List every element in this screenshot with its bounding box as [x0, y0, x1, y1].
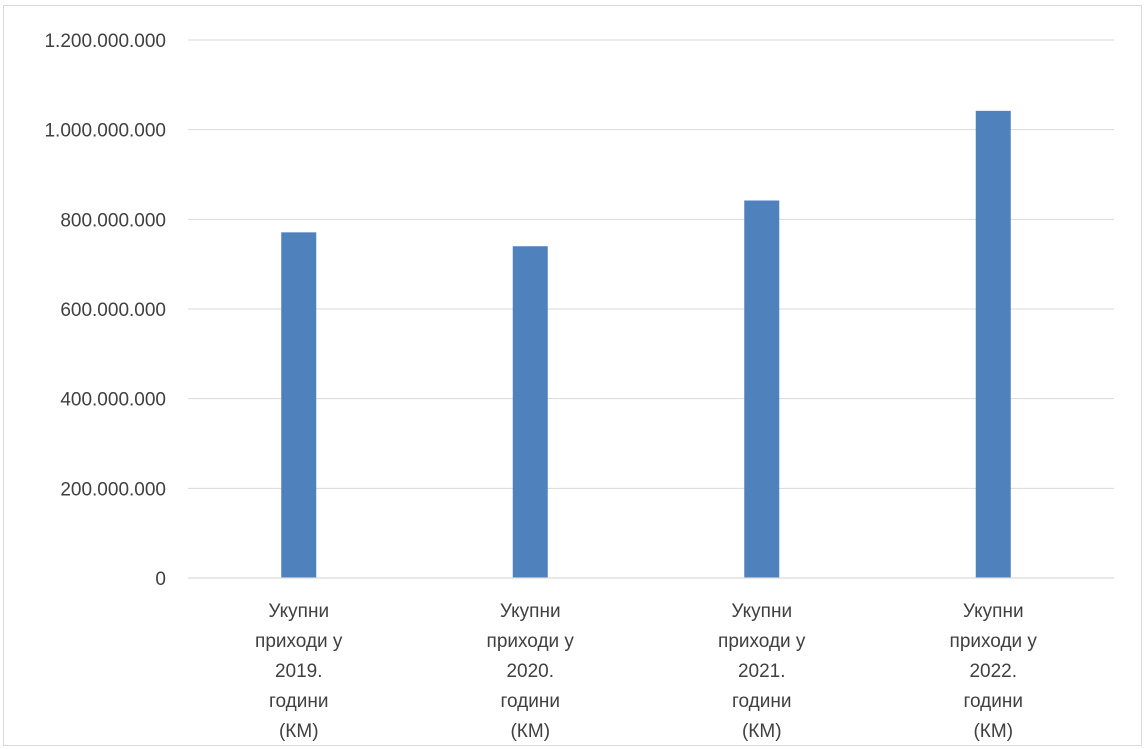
x-tick-label-line: Укупни	[500, 601, 561, 622]
x-tick-label-line: приходи у	[255, 631, 343, 652]
x-tick-label-line: 2021.	[738, 661, 786, 682]
x-tick-label-line: (КМ)	[510, 721, 550, 742]
bar	[744, 200, 780, 578]
x-tick-label-line: години	[269, 691, 328, 712]
bar	[512, 246, 548, 578]
bar	[281, 232, 317, 578]
x-tick-label-line: 2022.	[969, 661, 1017, 682]
y-tick-label: 600.000.000	[60, 300, 166, 321]
y-axis-tick-labels: 0 200.000.000 400.000.000 600.000.000 800.00…	[44, 31, 166, 590]
x-tick-label: Укупни приходи у 2021. години (КМ)	[718, 601, 806, 742]
x-axis-tick-labels: Укупни приходи у 2019. години (КМ) Укупни прих…	[255, 601, 1037, 742]
x-tick-label-line: 2019.	[275, 661, 323, 682]
chart-frame	[3, 5, 1142, 746]
y-tick-label: 1.000.000.000	[44, 121, 166, 142]
y-tick-label: 400.000.000	[60, 390, 166, 411]
x-tick-label-line: приходи у	[950, 631, 1038, 652]
x-tick-label-line: приходи у	[718, 631, 806, 652]
x-tick-label-line: (КМ)	[279, 721, 319, 742]
x-tick-label-line: години	[964, 691, 1023, 712]
bar	[975, 110, 1011, 578]
x-tick-label-line: (КМ)	[742, 721, 782, 742]
x-tick-label-line: (КМ)	[973, 721, 1013, 742]
gridlines	[188, 39, 1114, 489]
x-tick-label-line: години	[501, 691, 560, 712]
y-tick-label: 1.200.000.000	[44, 31, 166, 52]
bars	[281, 110, 1011, 578]
x-tick-label-line: Укупни	[963, 601, 1024, 622]
x-tick-label: Укупни приходи у 2019. години (КМ)	[255, 601, 343, 742]
y-tick-label: 800.000.000	[60, 210, 166, 231]
x-tick-label-line: Укупни	[731, 601, 792, 622]
x-tick-label-line: години	[732, 691, 791, 712]
y-tick-label: 200.000.000	[60, 479, 166, 500]
x-tick-label-line: приходи у	[487, 631, 575, 652]
y-tick-label: 0	[155, 569, 166, 590]
x-tick-label: Укупни приходи у 2020. години (КМ)	[487, 601, 575, 742]
x-tick-label: Укупни приходи у 2022. години (КМ)	[950, 601, 1038, 742]
x-tick-label-line: Укупни	[268, 601, 329, 622]
x-tick-label-line: 2020.	[506, 661, 554, 682]
